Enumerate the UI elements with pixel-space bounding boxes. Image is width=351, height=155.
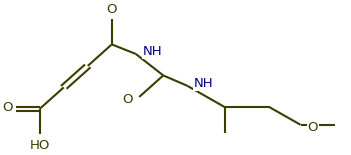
Text: O: O: [307, 122, 318, 134]
Text: O: O: [2, 101, 12, 114]
Text: O: O: [122, 93, 132, 106]
Text: O: O: [107, 3, 117, 16]
Text: NH: NH: [143, 45, 162, 58]
Text: NH: NH: [194, 77, 214, 90]
Text: HO: HO: [29, 139, 50, 152]
